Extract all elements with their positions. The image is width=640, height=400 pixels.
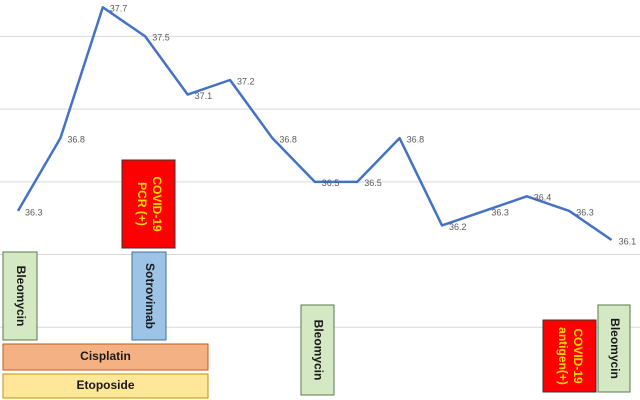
value-label: 36.4 [534,193,552,203]
value-label: 36.3 [25,207,43,217]
value-label: 36.8 [407,135,425,145]
annotation-text: COVID-19 [571,328,585,384]
value-label: 36.3 [491,207,509,217]
annotation-text: COVID-19 [150,176,164,232]
value-label: 37.1 [195,91,213,101]
value-label: 36.8 [67,135,85,145]
annotation-box [2,343,209,371]
annotation-text: PCR (+) [135,182,149,226]
annotation-text: Cisplatin [80,349,131,363]
value-label: 37.2 [237,76,255,86]
value-label: 36.3 [576,207,594,217]
value-label: 36.5 [364,178,382,188]
annotation-text: Sotrovimab [143,263,157,329]
annotation-box [300,304,335,396]
value-label: 36.8 [279,135,297,145]
value-label: 36.5 [322,178,340,188]
annotation-text: Bleomycin [14,266,28,327]
annotation-box [542,319,597,393]
annotation-text: antigen(+) [556,327,570,385]
annotation-box [597,304,631,393]
annotation-box [121,159,176,249]
annotation-box [2,373,209,399]
annotation-text: Bleomycin [608,318,622,379]
value-label: 36.1 [619,236,637,246]
line-series [16,6,613,242]
value-label: 37.7 [110,4,128,14]
value-label: 37.5 [152,33,170,43]
annotation-text: Etoposide [76,378,134,392]
annotation-box [2,251,38,341]
value-label: 36.2 [449,222,467,232]
annotation-box [131,251,167,341]
annotation-text: Bleomycin [311,320,325,381]
